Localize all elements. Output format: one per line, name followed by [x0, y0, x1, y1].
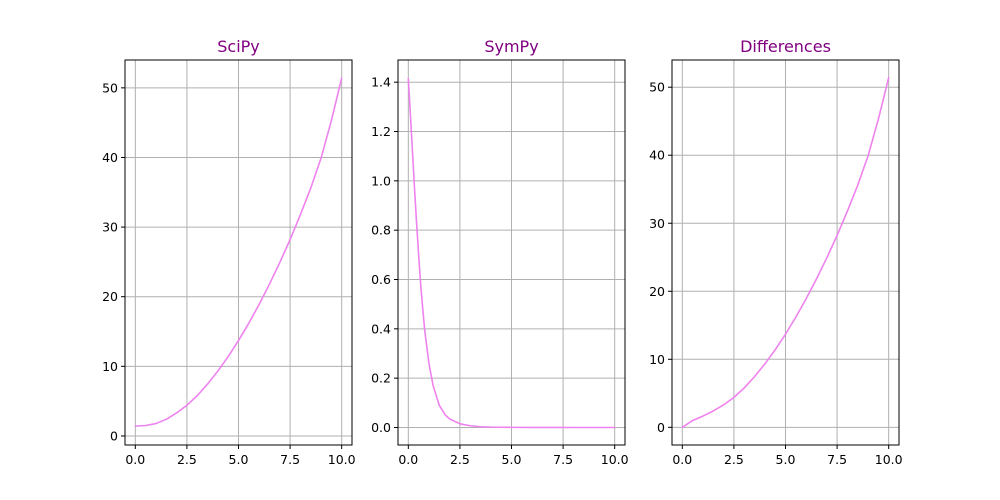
differences-ytick-label: 40 — [649, 148, 665, 163]
sympy-ytick-label: 1.0 — [371, 173, 391, 188]
sympy-xtick-label: 2.5 — [450, 452, 470, 467]
sympy-ytick-label: 1.2 — [371, 124, 391, 139]
differences-xtick-label: 5.0 — [776, 452, 796, 467]
differences-xtick-label: 10.0 — [875, 452, 903, 467]
differences-ytick-label: 20 — [649, 284, 665, 299]
sympy-panel: SymPy 0.0 2.5 5.0 7.5 10.0 0.0 0.2 0.4 0.6 0.8 1.0… — [371, 37, 629, 467]
differences-ytick-label: 0 — [657, 420, 665, 435]
differences-ytick-label: 10 — [649, 352, 665, 367]
differences-series-line — [681, 76, 890, 429]
scipy-panel: SciPy 0.0 2.5 5.0 7.5 10.0 0 10 20 30 40 50 — [102, 37, 356, 467]
sympy-ytick-label: 0.0 — [371, 420, 391, 435]
scipy-xtick-label: 7.5 — [280, 452, 300, 467]
scipy-ytick-label: 40 — [102, 150, 118, 165]
differences-xtick-label: 0.0 — [672, 452, 692, 467]
sympy-xtick-label: 0.0 — [398, 452, 418, 467]
scipy-ytick-label: 10 — [102, 359, 118, 374]
differences-panel: Differences 0.0 2.5 5.0 7.5 10.0 0 10 20 30 40 50 — [649, 37, 903, 467]
sympy-ytick-label: 1.4 — [371, 75, 391, 90]
sympy-ytick-label: 0.2 — [371, 371, 391, 386]
scipy-xtick-label: 5.0 — [229, 452, 249, 467]
sympy-ytick-label: 0.8 — [371, 223, 391, 238]
scipy-xtick-label: 2.5 — [177, 452, 197, 467]
differences-ytick-label: 50 — [649, 80, 665, 95]
sympy-xtick-label: 5.0 — [502, 452, 522, 467]
scipy-title: SciPy — [217, 37, 260, 56]
sympy-title: SymPy — [484, 37, 538, 56]
sympy-xtick-label: 10.0 — [601, 452, 629, 467]
sympy-ytick-label: 0.6 — [371, 272, 391, 287]
scipy-ytick-label: 30 — [102, 220, 118, 235]
differences-title: Differences — [740, 37, 831, 56]
scipy-xtick-label: 0.0 — [125, 452, 145, 467]
scipy-xtick-label: 10.0 — [328, 452, 356, 467]
scipy-ytick-label: 50 — [102, 80, 118, 95]
differences-xtick-label: 7.5 — [827, 452, 847, 467]
scipy-series-line — [134, 77, 343, 427]
sympy-series-line — [407, 77, 616, 429]
sympy-xtick-label: 7.5 — [553, 452, 573, 467]
scipy-ytick-label: 0 — [110, 428, 118, 443]
sympy-ytick-label: 0.4 — [371, 321, 391, 336]
scipy-ytick-label: 20 — [102, 289, 118, 304]
differences-ytick-label: 30 — [649, 216, 665, 231]
differences-xtick-label: 2.5 — [724, 452, 744, 467]
